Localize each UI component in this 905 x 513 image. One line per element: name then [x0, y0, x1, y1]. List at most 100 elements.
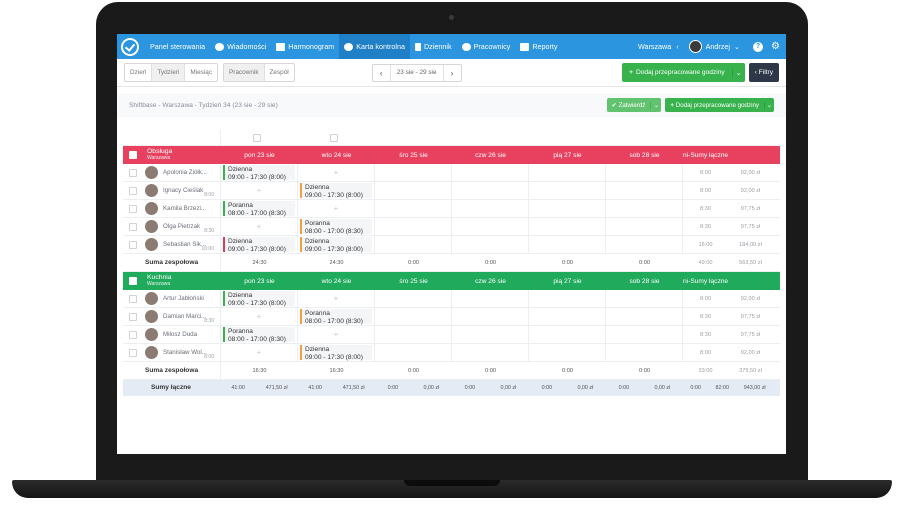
- day-cell[interactable]: [375, 164, 452, 181]
- view-day-button[interactable]: Dzień: [125, 64, 153, 81]
- nav-item-employees[interactable]: Pracownicy: [457, 34, 516, 59]
- day-cell[interactable]: Poranna 08:00 - 17:00 (8:30): [221, 326, 298, 343]
- shift-card[interactable]: Poranna 08:00 - 17:00 (8:30): [300, 309, 372, 325]
- day-cell[interactable]: Dzienna 09:00 - 17:30 (8:00): [221, 290, 298, 307]
- view-month-button[interactable]: Miesiąc: [190, 69, 213, 76]
- shift-card[interactable]: Dzienna 09:00 - 17:30 (8:00): [300, 183, 372, 199]
- nav-item-timesheet[interactable]: Karta kontrolna: [339, 34, 410, 59]
- day-cell[interactable]: +: [221, 344, 298, 361]
- employee-cell[interactable]: Artur Jabłoński: [123, 290, 221, 307]
- day-cell[interactable]: [452, 344, 529, 361]
- day-cell[interactable]: [606, 344, 683, 361]
- employee-cell[interactable]: Miłosz Duda: [123, 326, 221, 343]
- shift-card[interactable]: Poranna 08:00 - 17:00 (8:30): [223, 201, 295, 217]
- team-checkbox[interactable]: [129, 277, 137, 285]
- day-cell[interactable]: [452, 182, 529, 199]
- shift-card[interactable]: Poranna 08:00 - 17:00 (8:30): [300, 219, 372, 235]
- day-cell[interactable]: [452, 308, 529, 325]
- day-cell[interactable]: [606, 308, 683, 325]
- day-cell[interactable]: [529, 200, 606, 217]
- day-cell[interactable]: [452, 326, 529, 343]
- day-cell[interactable]: +: [298, 326, 375, 343]
- chevron-down-icon[interactable]: ⌄: [650, 101, 661, 109]
- day-cell[interactable]: [452, 200, 529, 217]
- date-range[interactable]: 23 sie - 29 sie: [389, 64, 444, 81]
- add-shift-icon[interactable]: +: [333, 204, 339, 213]
- day-cell[interactable]: [606, 200, 683, 217]
- team-checkbox[interactable]: [129, 151, 137, 159]
- day-cell[interactable]: [375, 218, 452, 235]
- chevron-down-icon[interactable]: ⌄: [764, 101, 774, 109]
- day-cell[interactable]: +: [221, 308, 298, 325]
- employee-cell[interactable]: Stanisław Wol... 8:00: [123, 344, 221, 361]
- day-cell[interactable]: Dzienna 09:00 - 17:30 (8:00): [298, 236, 375, 253]
- add-shift-icon[interactable]: +: [333, 168, 339, 177]
- day-checkbox[interactable]: [253, 134, 261, 142]
- add-shift-icon[interactable]: +: [333, 330, 339, 339]
- chevron-down-icon[interactable]: ⌄: [731, 68, 745, 77]
- add-hours-small-button[interactable]: + Dodaj przepracowane godziny ⌄: [665, 98, 774, 112]
- add-shift-icon[interactable]: +: [256, 186, 262, 195]
- day-cell[interactable]: +: [298, 164, 375, 181]
- employee-cell[interactable]: Kamila Brzezi...: [123, 200, 221, 217]
- day-cell[interactable]: [529, 326, 606, 343]
- nav-item-reports[interactable]: Reporty: [515, 34, 562, 59]
- nav-item-schedule[interactable]: Harmonogram: [271, 34, 339, 59]
- day-cell[interactable]: [529, 182, 606, 199]
- day-cell[interactable]: [606, 182, 683, 199]
- day-cell[interactable]: [529, 344, 606, 361]
- shift-card[interactable]: Dzienna 09:00 - 17:30 (8:00): [223, 291, 295, 307]
- add-shift-icon[interactable]: +: [333, 294, 339, 303]
- day-cell[interactable]: +: [298, 290, 375, 307]
- view-week-button[interactable]: Tydzień: [152, 64, 186, 81]
- day-cell[interactable]: [452, 236, 529, 253]
- employee-cell[interactable]: Sebastian Sik... 16:00: [123, 236, 221, 253]
- day-cell[interactable]: [375, 200, 452, 217]
- day-cell[interactable]: Dzienna 09:00 - 17:30 (8:00): [298, 182, 375, 199]
- day-cell[interactable]: Poranna 08:00 - 17:00 (8:30): [298, 308, 375, 325]
- next-week-icon[interactable]: ›: [450, 67, 454, 78]
- day-cell[interactable]: +: [221, 218, 298, 235]
- employee-cell[interactable]: Damian Marci... 8:30: [123, 308, 221, 325]
- day-cell[interactable]: [606, 236, 683, 253]
- day-cell[interactable]: [606, 290, 683, 307]
- day-cell[interactable]: [375, 308, 452, 325]
- shift-card[interactable]: Dzienna 09:00 - 17:30 (8:00): [223, 237, 295, 253]
- user-menu[interactable]: Andrzej ⌄: [684, 34, 745, 59]
- day-cell[interactable]: [529, 164, 606, 181]
- day-cell[interactable]: Dzienna 09:00 - 17:30 (8:00): [298, 344, 375, 361]
- add-shift-icon[interactable]: +: [256, 312, 262, 321]
- day-cell[interactable]: [529, 308, 606, 325]
- nav-item-dashboard[interactable]: Panel sterowania: [123, 34, 210, 138]
- filters-button[interactable]: ‹ Filtry: [748, 63, 779, 82]
- day-cell[interactable]: Poranna 08:00 - 17:00 (8:30): [298, 218, 375, 235]
- day-cell[interactable]: +: [221, 182, 298, 199]
- group-employee-button[interactable]: Pracownik: [224, 64, 265, 81]
- employee-cell[interactable]: Ignacy Cieślak 8:00: [123, 182, 221, 199]
- day-cell[interactable]: Poranna 08:00 - 17:00 (8:30): [221, 200, 298, 217]
- logo-icon[interactable]: [121, 37, 139, 56]
- row-checkbox[interactable]: [129, 331, 137, 339]
- day-cell[interactable]: [606, 218, 683, 235]
- help-icon[interactable]: ?: [753, 41, 764, 52]
- add-shift-icon[interactable]: +: [256, 222, 262, 231]
- prev-week-icon[interactable]: ‹: [379, 67, 383, 78]
- nav-item-log[interactable]: Dziennik: [410, 34, 457, 59]
- location-selector[interactable]: Warszawa ‹: [633, 34, 684, 59]
- row-checkbox[interactable]: [129, 223, 137, 231]
- day-cell[interactable]: Dzienna 09:00 - 17:30 (8:00): [221, 164, 298, 181]
- day-cell[interactable]: [452, 290, 529, 307]
- add-shift-icon[interactable]: +: [256, 348, 262, 357]
- row-checkbox[interactable]: [129, 295, 137, 303]
- day-checkbox[interactable]: [330, 134, 338, 142]
- approve-button[interactable]: ✔ Zatwierdź ⌄: [606, 98, 662, 112]
- shift-card[interactable]: Dzienna 09:00 - 17:30 (8:00): [223, 165, 295, 181]
- day-cell[interactable]: [452, 164, 529, 181]
- shift-card[interactable]: Dzienna 09:00 - 17:30 (8:00): [300, 345, 372, 361]
- day-cell[interactable]: [606, 326, 683, 343]
- day-cell[interactable]: [375, 326, 452, 343]
- shift-card[interactable]: Poranna 08:00 - 17:00 (8:30): [223, 327, 295, 343]
- day-cell[interactable]: [375, 236, 452, 253]
- row-checkbox[interactable]: [129, 349, 137, 357]
- row-checkbox[interactable]: [129, 187, 137, 195]
